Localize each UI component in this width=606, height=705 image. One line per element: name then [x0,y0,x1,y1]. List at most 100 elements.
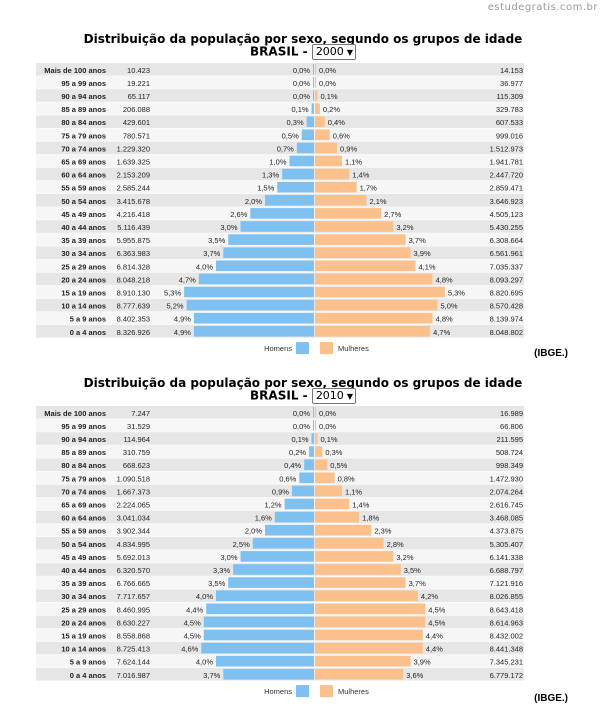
men-bar [313,407,314,418]
women-count-label: 66.806 [500,422,523,431]
men-bar [228,234,314,245]
men-bar [233,564,314,575]
year-select[interactable]: 2010 ▼ [311,388,356,404]
women-percent-label: 1,4% [352,500,369,509]
women-count-label: 8.643.418 [490,605,523,614]
age-group-label: 65 a 69 anos [61,500,106,509]
men-count-label: 7.247 [131,409,150,418]
men-count-label: 65.117 [128,92,150,101]
men-bar [223,669,314,680]
men-percent-label: 2,0% [245,527,262,536]
row-background [36,484,524,498]
men-percent-label: 0,0% [293,79,310,88]
men-percent-label: 0,2% [289,448,306,457]
legend-men-swatch [296,342,309,355]
women-percent-label: 4,4% [426,631,443,640]
women-bar [315,511,360,523]
men-count-label: 8.777.639 [117,302,150,311]
row-background [36,497,524,511]
men-percent-label: 3,5% [208,579,225,588]
men-bar [216,655,314,667]
chart-subtitle: BRASIL - 2010 ▼ [0,388,606,404]
men-count-label: 8.630.227 [117,618,150,627]
row-background [36,458,524,471]
row-background [36,432,524,445]
women-percent-label: 0,3% [325,448,342,457]
men-bar [284,498,314,510]
age-group-label: 50 a 54 anos [61,197,106,206]
women-count-label: 607.533 [496,118,523,127]
age-group-label: 30 a 34 anos [61,592,106,601]
women-percent-label: 1,1% [345,157,362,166]
women-percent-label: 3,7% [409,236,426,245]
women-bar [315,669,404,680]
legend-women-swatch [320,342,333,355]
age-group-label: 45 a 49 anos [61,553,106,562]
men-percent-label: 3,7% [203,249,220,258]
age-group-label: 40 a 44 anos [61,223,106,232]
men-percent-label: 3,0% [220,553,237,562]
women-bar [315,64,316,75]
men-count-label: 7.717.657 [117,592,150,601]
women-percent-label: 4,2% [421,592,438,601]
men-bar [193,326,314,337]
women-percent-label: 0,9% [340,144,357,153]
men-bar [240,221,314,232]
men-percent-label: 5,2% [166,302,183,311]
men-count-label: 6.320.570 [117,566,150,575]
men-count-label: 8.910.130 [117,288,150,297]
men-bar [250,208,314,219]
men-percent-label: 0,5% [282,131,299,140]
women-percent-label: 2,7% [384,210,401,219]
age-group-label: 80 a 84 anos [61,118,106,127]
row-background [36,471,524,485]
men-count-label: 31.529 [127,422,150,431]
men-bar [296,142,314,154]
men-percent-label: 2,0% [245,197,262,206]
men-percent-label: 0,1% [291,105,308,114]
row-background [36,128,524,142]
women-bar [315,312,433,324]
men-count-label: 2.224.065 [117,500,150,509]
women-count-label: 8.570.428 [490,302,523,311]
year-select[interactable]: 2000 ▼ [311,44,356,60]
women-bar [315,420,316,431]
age-group-label: 50 a 54 anos [61,540,106,549]
men-percent-label: 4,9% [174,328,191,337]
women-count-label: 16.989 [500,409,523,418]
women-percent-label: 0,1% [320,92,337,101]
row-background [36,167,524,181]
men-bar [198,273,314,285]
age-group-label: 40 a 44 anos [61,566,106,575]
women-count-label: 8.093.297 [490,275,523,284]
women-bar [315,299,438,311]
year-select-value: 2000 [315,45,344,58]
women-bar [315,326,431,337]
women-percent-label: 5,0% [441,302,458,311]
men-count-label: 4.216.418 [117,210,150,219]
men-percent-label: 0,0% [293,92,310,101]
women-bar [315,629,423,641]
age-group-label: 5 a 9 anos [70,658,106,667]
men-count-label: 429.601 [123,118,150,127]
country-label: BRASIL - [250,388,308,403]
men-bar [274,511,314,523]
women-bar [315,195,367,206]
age-group-label: 30 a 34 anos [61,249,106,258]
women-count-label: 329.783 [496,105,523,114]
age-group-label: 70 a 74 anos [61,487,106,496]
women-count-label: 8.026.855 [490,592,523,601]
age-group-label: 55 a 59 anos [61,184,106,193]
age-group-label: 35 a 39 anos [61,579,106,588]
women-percent-label: 2,8% [387,540,404,549]
men-percent-label: 0,6% [279,474,296,483]
men-bar [311,103,314,114]
men-bar [306,116,314,127]
men-percent-label: 0,0% [293,409,310,418]
women-bar [315,446,323,457]
men-count-label: 3.902.344 [117,527,150,536]
women-count-label: 5.430.255 [490,223,523,232]
men-count-label: 2.585.244 [117,184,150,193]
age-group-label: 65 a 69 anos [61,157,106,166]
women-count-label: 8.614.963 [490,618,523,627]
